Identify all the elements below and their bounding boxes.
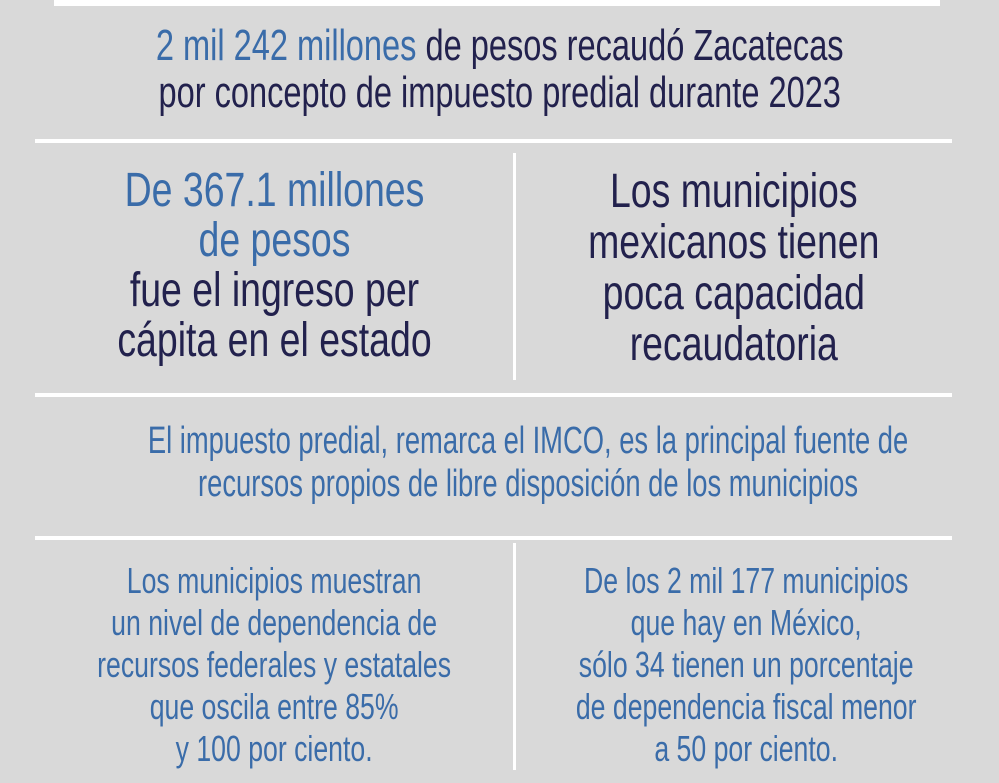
headline-highlight: 2 mil 242 millones [155,21,417,70]
bottom-left-line-5: y 100 por ciento. [175,728,373,769]
bottom-right-line-5: a 50 por ciento. [654,728,838,769]
quote-line-2: recursos propios de libre disposición de… [198,463,859,505]
stat-left-highlight-2: de pesos [198,214,350,267]
stat-left-line-4: cápita en el estado [116,314,432,367]
top-white-bar [54,0,940,6]
stat-right-line-3: poca capacidad [602,267,866,320]
bottom-left-line-2: un nivel de dependencia de [111,602,438,643]
headline-line-1: 2 mil 242 millones de pesos recaudó Zaca… [156,22,844,69]
divider-horizontal-1 [35,139,952,143]
headline-line-1-rest: de pesos recaudó Zacatecas [416,21,844,70]
bottom-right-line-3: sólo 34 tienen un porcentaje [578,644,914,685]
bottom-left-line-3: recursos federales y estatales [97,644,452,685]
stat-per-capita: De 367.1 millones de pesos fue el ingres… [35,166,513,366]
divider-horizontal-3 [35,536,952,540]
low-dependency-municipalities: De los 2 mil 177 municipios que hay en M… [516,560,952,770]
stat-right-line-1: Los municipios [610,165,858,218]
bottom-left-line-1: Los municipios muestran [126,560,422,601]
divider-horizontal-2 [35,393,952,397]
stat-right-line-2: mexicanos tienen [588,216,880,269]
bottom-right-line-2: que hay en México, [630,602,862,643]
bottom-left-line-4: que oscila entre 85% [149,686,399,727]
bottom-right-line-1: De los 2 mil 177 municipios [584,560,909,601]
headline-line-2: por concepto de impuesto predial durante… [158,68,841,117]
stat-right-line-4: recaudatoria [629,318,839,371]
imco-quote: El impuesto predial, remarca el IMCO, es… [0,420,999,506]
dependency-range: Los municipios muestran un nivel de depe… [35,560,513,770]
headline: 2 mil 242 millones de pesos recaudó Zaca… [0,22,999,116]
stat-capacity: Los municipios mexicanos tienen poca cap… [516,166,952,370]
stat-left-line-3: fue el ingreso per [129,264,419,317]
stat-left-highlight-1: De 367.1 millones [124,164,424,217]
divider-vertical-2 [513,543,516,770]
divider-vertical-1 [513,153,516,380]
quote-line-1: El impuesto predial, remarca el IMCO, es… [147,420,909,462]
bottom-right-line-4: de dependencia fiscal menor [575,686,917,727]
